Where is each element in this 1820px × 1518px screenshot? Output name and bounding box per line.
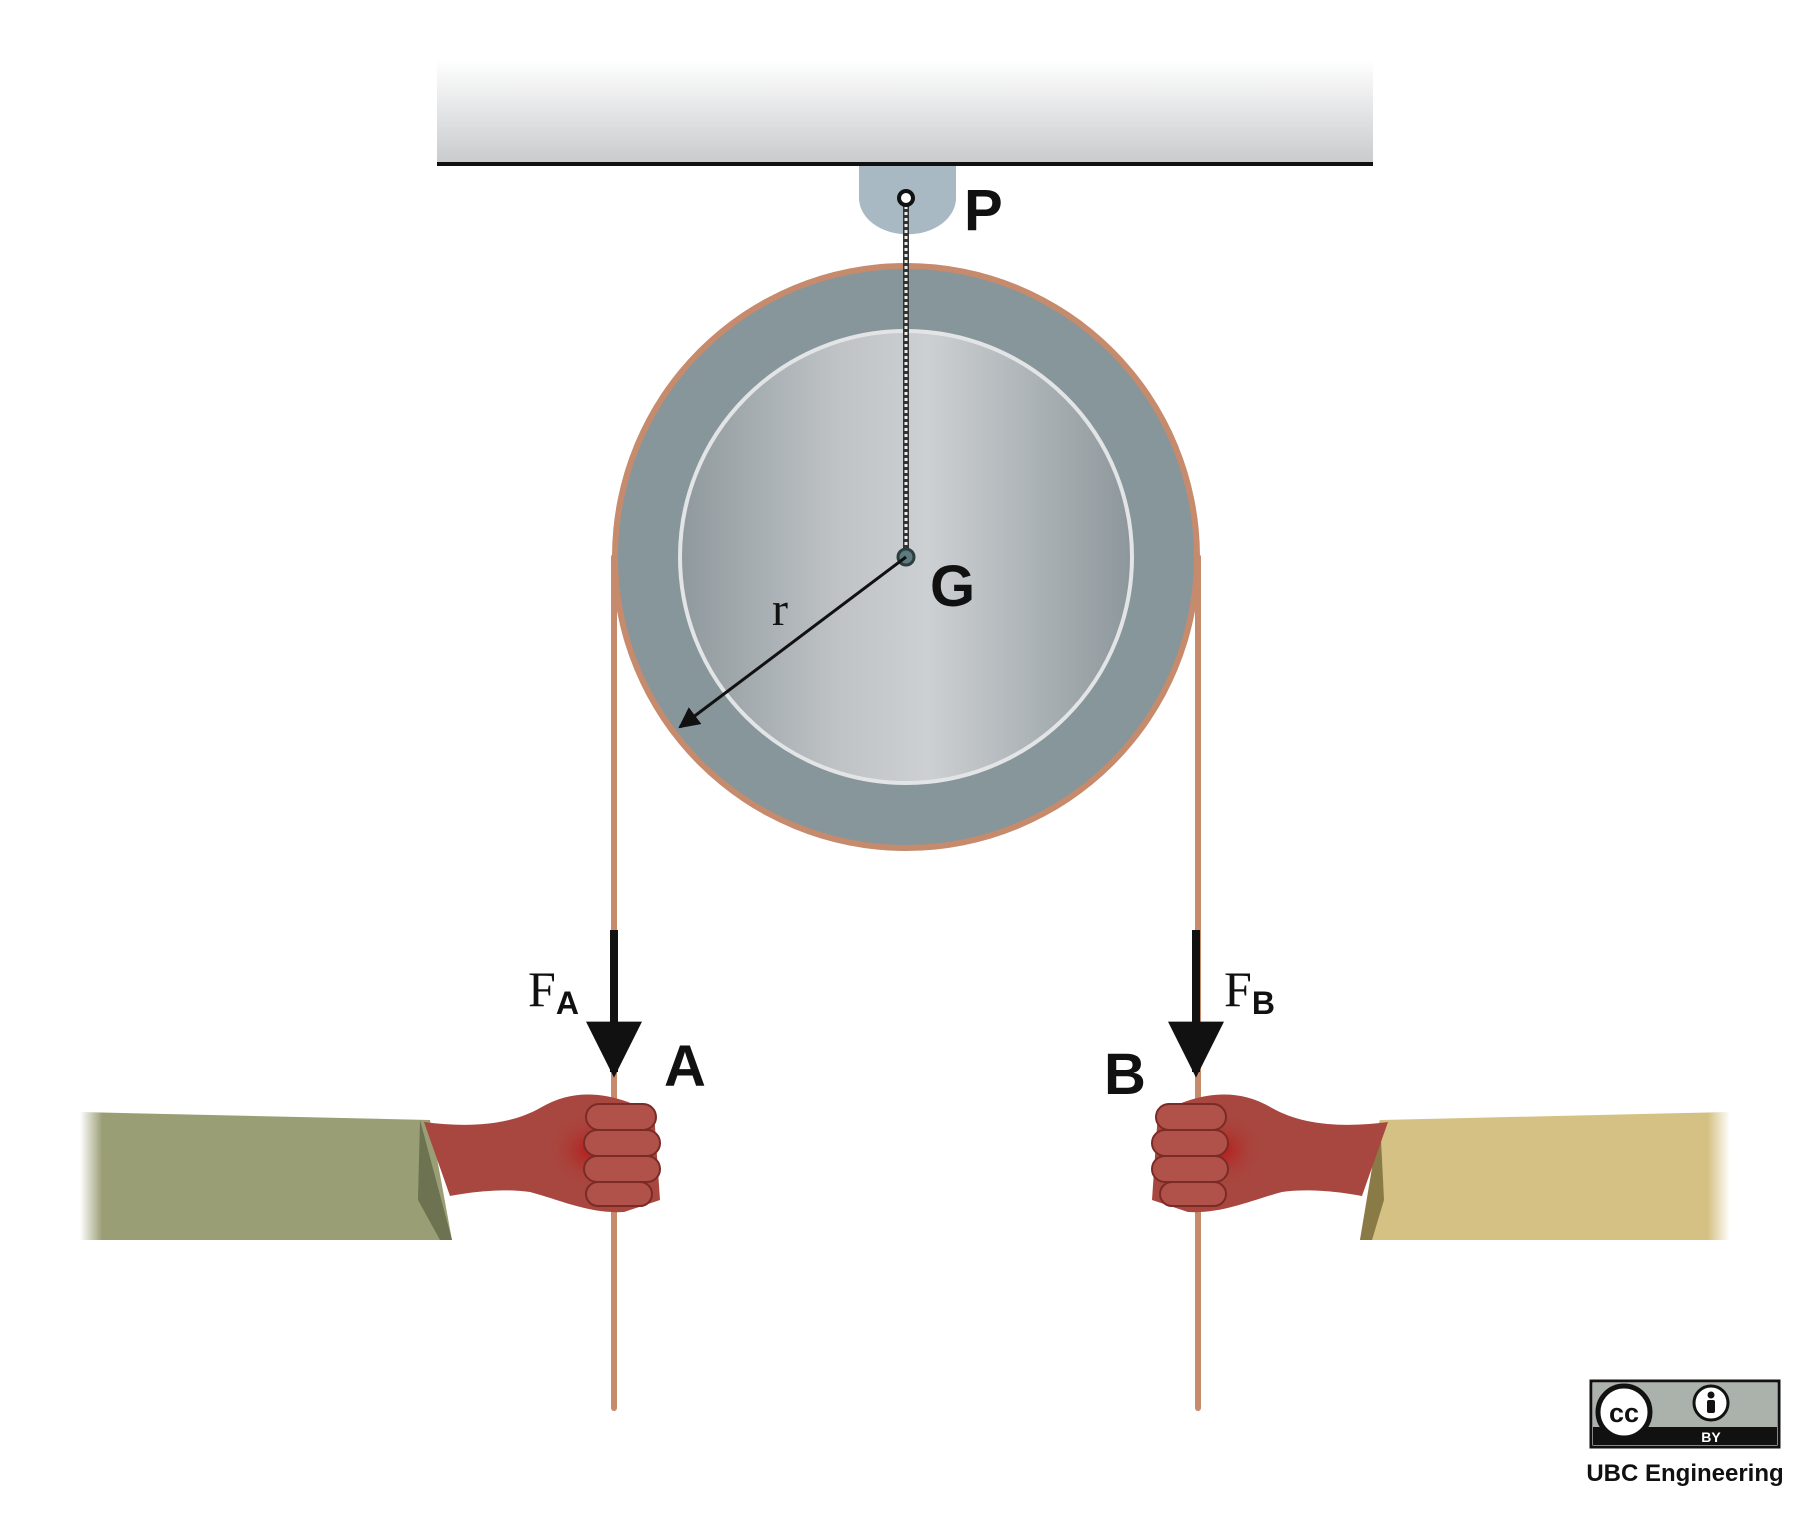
pivot-pin	[897, 189, 915, 207]
radius-arrow	[678, 555, 907, 729]
right-hand	[1151, 1094, 1730, 1240]
label-b: B	[1104, 1042, 1146, 1107]
svg-text:cc: cc	[1609, 1398, 1639, 1428]
attribution-icon	[1692, 1384, 1730, 1422]
label-a: A	[664, 1034, 706, 1099]
ceiling	[437, 60, 1373, 166]
label-r: r	[772, 583, 788, 636]
label-g: G	[930, 554, 975, 619]
label-p: P	[964, 178, 1003, 243]
creative-commons-icon: cc	[1595, 1383, 1653, 1441]
license-by: BY	[1701, 1429, 1721, 1445]
credit-text: UBC Engineering	[1586, 1460, 1783, 1487]
left-hand	[80, 1094, 661, 1240]
license-badge: cc BY	[1589, 1379, 1781, 1449]
label-force-a: FA	[528, 961, 579, 1021]
label-force-b: FB	[1224, 961, 1275, 1021]
